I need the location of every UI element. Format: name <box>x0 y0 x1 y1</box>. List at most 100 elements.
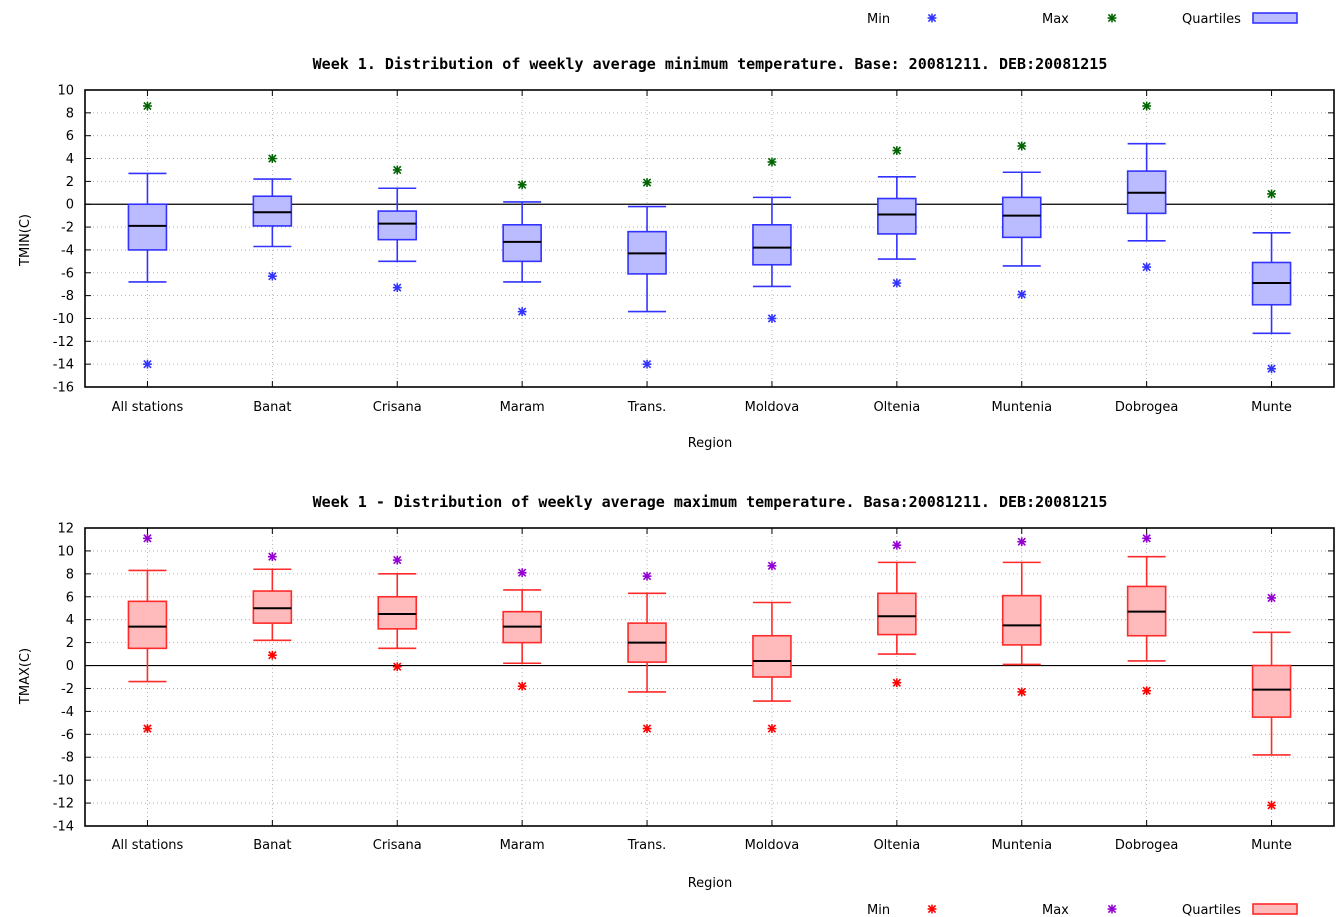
max-marker <box>392 165 402 175</box>
min-marker <box>392 662 402 672</box>
x-tick-label: Moldova <box>745 838 800 853</box>
x-tick-label: Trans. <box>627 400 667 415</box>
legend-min-marker <box>927 904 937 914</box>
y-tick-label: 4 <box>66 613 74 628</box>
min-marker <box>267 650 277 660</box>
quartile-box <box>1251 664 1292 718</box>
x-tick-label: Maram <box>500 400 545 415</box>
max-marker <box>392 555 402 565</box>
legend-label-max: Max <box>1042 12 1069 27</box>
x-tick-label: Crisana <box>373 400 422 415</box>
box-2 <box>252 154 293 281</box>
x-tick-label: Moldova <box>745 400 800 415</box>
max-marker <box>267 552 277 562</box>
x-tick-label: Dobrogea <box>1115 838 1178 853</box>
box-3 <box>377 555 418 672</box>
box-7 <box>877 540 917 688</box>
legend-max-marker <box>1107 13 1117 23</box>
y-tick-label: 2 <box>66 175 74 190</box>
x-tick-label: Muntenia <box>991 400 1052 415</box>
legend-label-min: Min <box>867 903 890 917</box>
y-tick-label: -6 <box>61 266 74 281</box>
y-tick-label: -8 <box>61 751 74 766</box>
quartile-box <box>752 223 792 266</box>
min-marker <box>1017 290 1027 299</box>
x-axis-label: Region <box>688 436 733 451</box>
y-tick-label: -2 <box>61 682 74 697</box>
box-6 <box>752 157 792 323</box>
quartile-box <box>252 195 293 227</box>
x-tick-label: Crisana <box>373 838 422 853</box>
min-marker <box>267 271 277 281</box>
y-tick-label: -12 <box>53 335 74 350</box>
min-marker <box>517 307 527 317</box>
y-tick-label: 10 <box>57 84 74 99</box>
x-tick-label: Oltenia <box>873 400 920 415</box>
min-marker <box>892 278 902 288</box>
box-8 <box>1001 537 1042 697</box>
min-marker <box>1017 687 1027 697</box>
y-tick-label: -10 <box>53 312 74 327</box>
min-marker <box>1267 800 1276 810</box>
y-tick-label: 10 <box>57 544 74 559</box>
box-1 <box>127 101 168 369</box>
quartile-box <box>127 600 168 650</box>
quartile-box <box>752 634 792 678</box>
min-marker <box>892 678 902 688</box>
min-marker <box>143 724 152 733</box>
x-tick-label: Banat <box>253 838 291 853</box>
max-marker <box>1017 141 1027 151</box>
min-marker <box>642 359 652 369</box>
min-marker <box>1267 364 1276 374</box>
legend-label-min: Min <box>867 12 890 27</box>
box-3 <box>377 165 418 293</box>
y-axis-label: TMAX(C) <box>18 648 33 705</box>
y-tick-label: 6 <box>66 590 74 605</box>
y-tick-label: 0 <box>66 659 74 674</box>
y-tick-label: 8 <box>66 567 74 582</box>
box-2 <box>252 552 293 660</box>
y-tick-label: -4 <box>61 705 74 720</box>
quartile-box <box>1001 594 1042 646</box>
y-tick-label: 2 <box>66 636 74 651</box>
legend-quartiles-swatch <box>1252 903 1298 915</box>
box-7 <box>877 146 917 288</box>
legend-min-marker <box>927 13 937 23</box>
legend-label-max: Max <box>1042 903 1069 917</box>
max-marker <box>1017 537 1027 547</box>
x-tick-label: Muntenia <box>991 838 1052 853</box>
max-marker <box>1267 189 1276 199</box>
tmin-chart: Week 1. Distribution of weekly average m… <box>18 12 1335 451</box>
y-tick-label: 6 <box>66 129 74 144</box>
y-tick-label: 0 <box>66 198 74 213</box>
box-6 <box>752 561 792 733</box>
x-axis-label: Region <box>688 876 733 891</box>
legend-label-quartiles: Quartiles <box>1182 12 1241 27</box>
min-marker <box>767 314 777 323</box>
max-marker <box>267 154 277 163</box>
min-marker <box>642 724 652 733</box>
y-tick-label: -2 <box>61 221 74 236</box>
y-tick-label: 8 <box>66 106 74 121</box>
max-marker <box>767 157 777 167</box>
legend-quartiles-swatch <box>1252 12 1298 24</box>
box-5 <box>627 571 667 733</box>
y-tick-label: -16 <box>53 381 74 396</box>
y-tick-label: -14 <box>53 820 74 835</box>
min-marker <box>1142 686 1152 696</box>
min-marker <box>1142 262 1152 272</box>
legend-label-quartiles: Quartiles <box>1182 903 1241 917</box>
max-marker <box>143 533 152 543</box>
max-marker <box>517 180 527 190</box>
max-marker <box>1142 533 1152 543</box>
legend: Min Max Quartiles <box>867 12 1298 27</box>
quartile-box <box>252 590 293 624</box>
box-9 <box>1126 533 1167 696</box>
max-marker <box>892 540 902 550</box>
quartile-box <box>877 592 917 636</box>
max-marker <box>1142 101 1152 111</box>
y-tick-label: -8 <box>61 289 74 304</box>
quartile-box <box>1001 196 1042 239</box>
y-tick-label: -10 <box>53 774 74 789</box>
